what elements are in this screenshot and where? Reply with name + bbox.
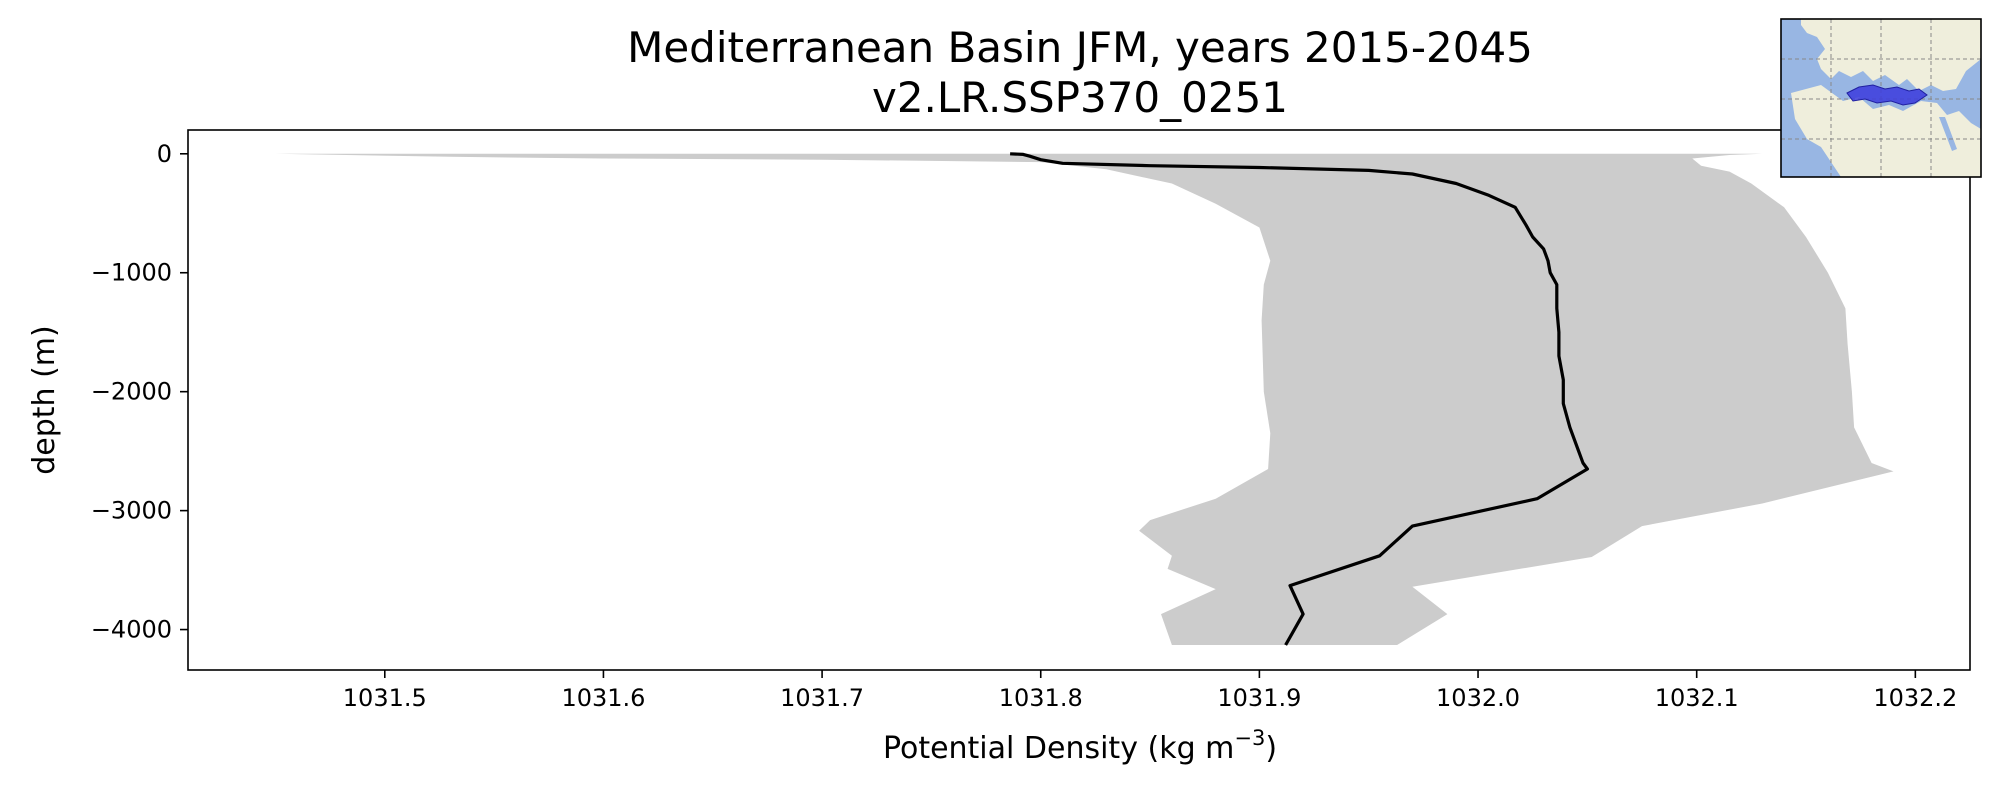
y-tick-label: −4000 xyxy=(91,616,172,644)
x-tick-layer: 1031.5 1031.6 1031.7 1031.8 1031.9 1032.0 1032… xyxy=(343,670,1958,712)
inset-locator-map xyxy=(1781,19,1981,177)
x-tick-label: 1032.0 xyxy=(1436,684,1520,712)
y-tick-label: −2000 xyxy=(91,378,172,406)
x-axis-label: Potential Density (kg m−3) xyxy=(883,726,1277,766)
chart-subtitle: v2.LR.SSP370_0251 xyxy=(872,73,1288,122)
x-tick-label: 1032.2 xyxy=(1873,684,1957,712)
x-tick-label: 1031.8 xyxy=(999,684,1083,712)
x-tick-label: 1031.9 xyxy=(1217,684,1301,712)
y-tick-label: −1000 xyxy=(91,259,172,287)
range-band-layer xyxy=(276,154,1894,645)
range-band xyxy=(276,154,1894,645)
x-tick-label: 1031.5 xyxy=(343,684,427,712)
y-tick-label: −3000 xyxy=(91,497,172,525)
y-tick-label: 0 xyxy=(157,140,172,168)
x-tick-label: 1031.6 xyxy=(561,684,645,712)
y-axis-label: depth (m) xyxy=(27,325,62,475)
y-tick-layer: 0 −1000 −2000 −3000 −4000 xyxy=(91,140,188,644)
density-profile-chart: Mediterranean Basin JFM, years 2015-2045… xyxy=(0,0,2000,800)
x-axis-label-suffix: ) xyxy=(1265,731,1277,766)
x-tick-label: 1032.1 xyxy=(1655,684,1739,712)
x-tick-label: 1031.7 xyxy=(780,684,864,712)
x-axis-label-exponent: −3 xyxy=(1234,726,1265,750)
chart-title: Mediterranean Basin JFM, years 2015-2045 xyxy=(627,23,1533,72)
